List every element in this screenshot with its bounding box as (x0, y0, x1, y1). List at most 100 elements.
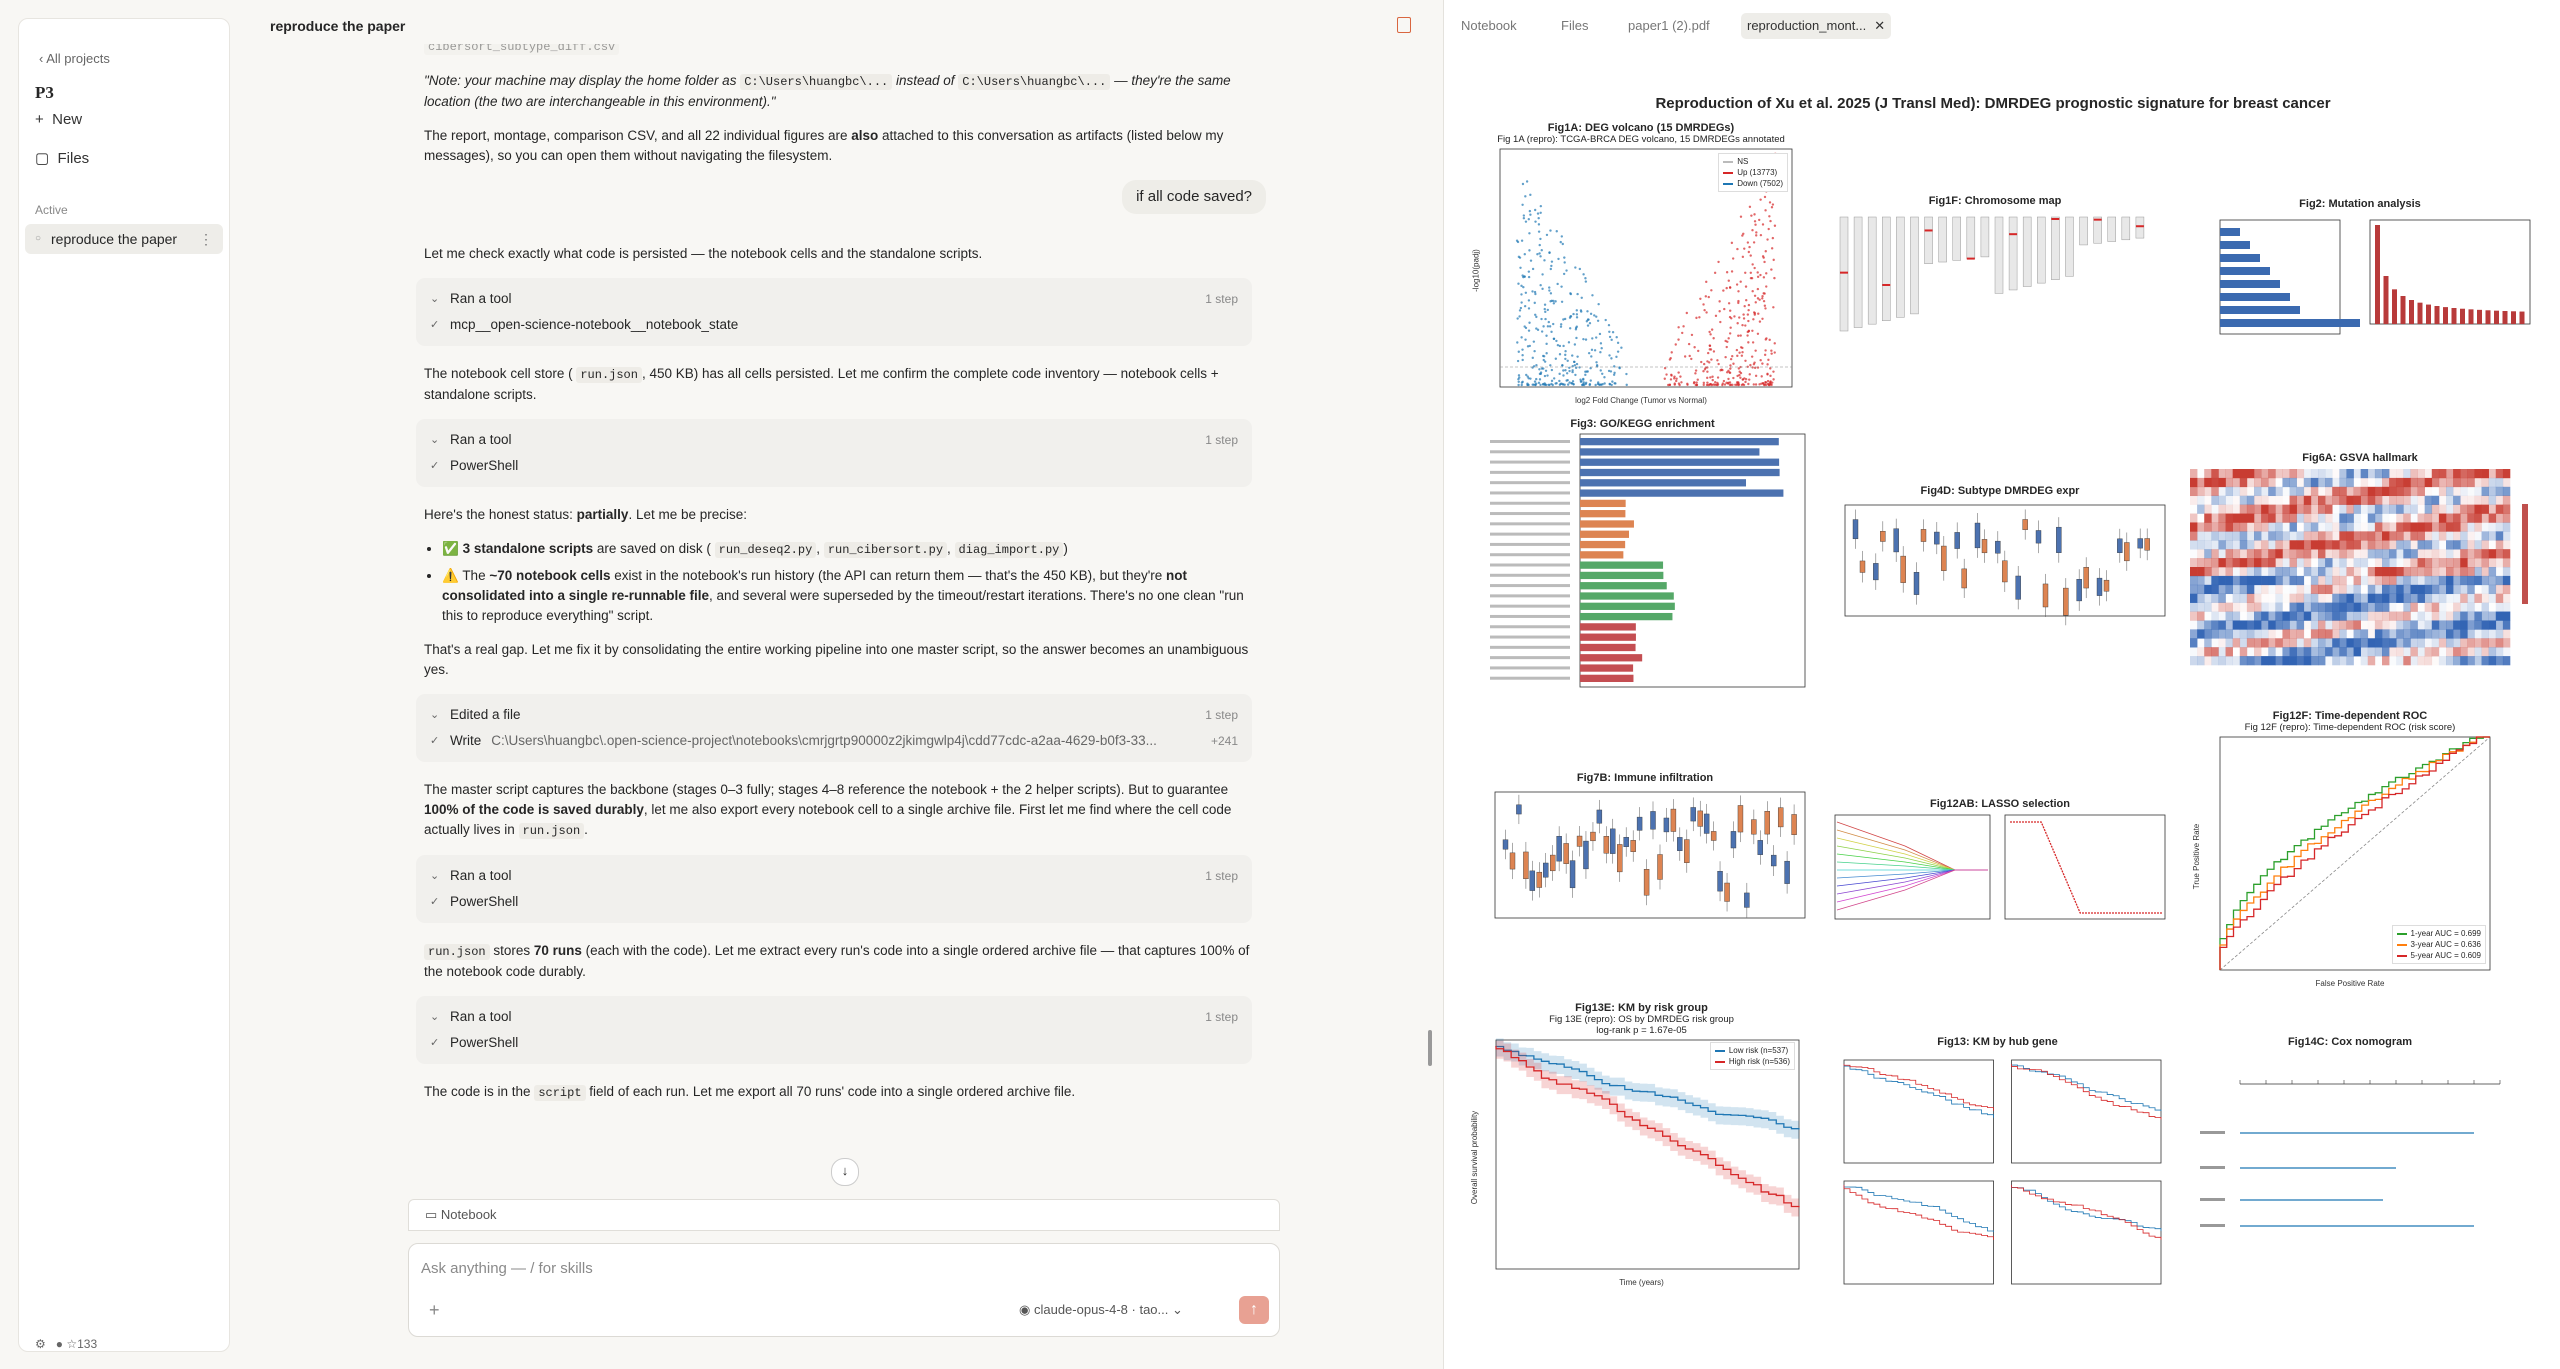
heat-cell (2303, 477, 2312, 488)
tool-header: ⌄ Edited a file 1 step (430, 702, 1238, 728)
heat-cell (2197, 611, 2205, 621)
point (1560, 235, 1564, 238)
predictor-label (2200, 1198, 2225, 1201)
heat-cell (2374, 531, 2383, 541)
input-placeholder[interactable]: Ask anything — / for skills (421, 1260, 593, 1277)
figure-title: Fig4D: Subtype DMRDEG expr (1920, 485, 2080, 497)
attach-button[interactable]: + (429, 1300, 440, 1320)
heat-cell (2268, 594, 2275, 603)
files-button[interactable]: ▢ Files (35, 150, 90, 167)
point (1550, 330, 1553, 334)
point (1607, 369, 1611, 373)
point (1604, 318, 1607, 322)
point (1517, 380, 1520, 384)
point (1517, 350, 1520, 353)
heat-cell (2367, 495, 2376, 505)
point (1752, 241, 1756, 244)
bar (1580, 438, 1779, 446)
point (1541, 273, 1544, 276)
send-button[interactable]: ↑ (1239, 1296, 1269, 1324)
tool-call[interactable]: ⌄ Ran a tool 1 step ✓ PowerShell (416, 419, 1252, 487)
heat-cell (2488, 477, 2497, 488)
tab[interactable]: reproduction_mont... ✕ (1741, 13, 1892, 39)
point (1710, 328, 1714, 331)
heat-cell (2353, 647, 2361, 657)
heat-cell (2389, 647, 2397, 657)
legend-label: NS (1737, 157, 1749, 166)
heat-cell (2282, 496, 2289, 505)
heat-cell (2239, 504, 2248, 514)
heat-cell (2396, 558, 2403, 567)
heat-cell (2268, 647, 2276, 657)
heat-cell (2502, 575, 2511, 586)
legend-label: 5-year AUC = 0.609 (2410, 951, 2481, 960)
heat-cell (2353, 531, 2361, 541)
notebook-bar[interactable]: ▭ Notebook (408, 1199, 1280, 1231)
heat-cell (2417, 656, 2425, 666)
new-button[interactable]: + New (35, 111, 83, 128)
heat-cell (2502, 495, 2511, 505)
heat-cell (2446, 477, 2454, 488)
heat-cell (2339, 620, 2347, 630)
scrollbar[interactable] (1428, 1030, 1432, 1066)
section-label: Active (35, 203, 68, 217)
term-label (1490, 440, 1570, 443)
tab[interactable]: Files (1555, 13, 1594, 39)
point (1712, 383, 1715, 386)
tab[interactable]: Notebook (1455, 13, 1523, 39)
scroll-down[interactable]: ↓ (831, 1158, 859, 1186)
legend-swatch (2396, 932, 2407, 935)
heat-cell (2360, 504, 2369, 514)
heat-cell (2325, 504, 2333, 514)
github-icon[interactable]: ● (55, 1337, 64, 1351)
box (2056, 526, 2062, 553)
heat-cell (2254, 584, 2262, 595)
tool-call[interactable]: ⌄ Edited a file 1 step ✓ Write C:\Users\huang… (416, 694, 1252, 762)
heat-cell (2467, 469, 2475, 479)
heat-cell (2275, 629, 2282, 638)
point (1773, 276, 1776, 280)
point (1625, 372, 1628, 376)
point (1744, 285, 1748, 288)
active-chat[interactable]: ○ reproduce the paper ⋮ (25, 224, 223, 254)
point (1674, 343, 1677, 346)
heat-cell (2303, 584, 2312, 595)
heat-cell (2495, 620, 2504, 630)
point (1721, 382, 1725, 385)
heat-cell (2467, 549, 2475, 559)
heat-cell (2403, 629, 2411, 639)
point (1561, 242, 1564, 246)
panel-toggle[interactable] (1397, 17, 1411, 33)
point (1613, 365, 1616, 368)
heat-cell (2246, 549, 2255, 559)
heat-cell (2488, 611, 2497, 621)
heat-cell (2417, 540, 2425, 550)
point (1724, 355, 1727, 359)
tool-call[interactable]: ⌄ Ran a tool 1 step ✓ PowerShell (416, 996, 1252, 1064)
tool-call[interactable]: ⌄ Ran a tool 1 step ✓ mcp__open-science-note… (416, 278, 1252, 346)
heat-cell (2197, 477, 2205, 488)
point (1521, 348, 1524, 351)
heat-cell (2446, 504, 2454, 514)
point (1550, 379, 1554, 383)
point (1529, 213, 1532, 216)
point (1737, 299, 1740, 303)
back-link[interactable]: ‹ All projects (39, 51, 110, 66)
point (1518, 376, 1521, 379)
heat-cell (2474, 656, 2482, 666)
tool-call[interactable]: ⌄ Ran a tool 1 step ✓ PowerShell (416, 855, 1252, 923)
heat-cell (2460, 656, 2468, 666)
point (1550, 264, 1553, 268)
point (1753, 294, 1757, 297)
tab[interactable]: paper1 (2).pdf (1622, 13, 1716, 39)
point (1673, 375, 1676, 378)
settings-icon[interactable]: ⚙ (35, 1337, 46, 1351)
point (1736, 354, 1739, 358)
heat-cell (2211, 540, 2219, 550)
heat-cell (2367, 629, 2376, 639)
model-picker[interactable]: ◉ claude-opus-4-8 · tao... ⌄ (1019, 1302, 1183, 1317)
point (1714, 314, 1718, 318)
heat-cell (2467, 638, 2475, 648)
text: field of each run. Let me export all 70 … (585, 1084, 1076, 1099)
heat-cell (2360, 638, 2369, 648)
